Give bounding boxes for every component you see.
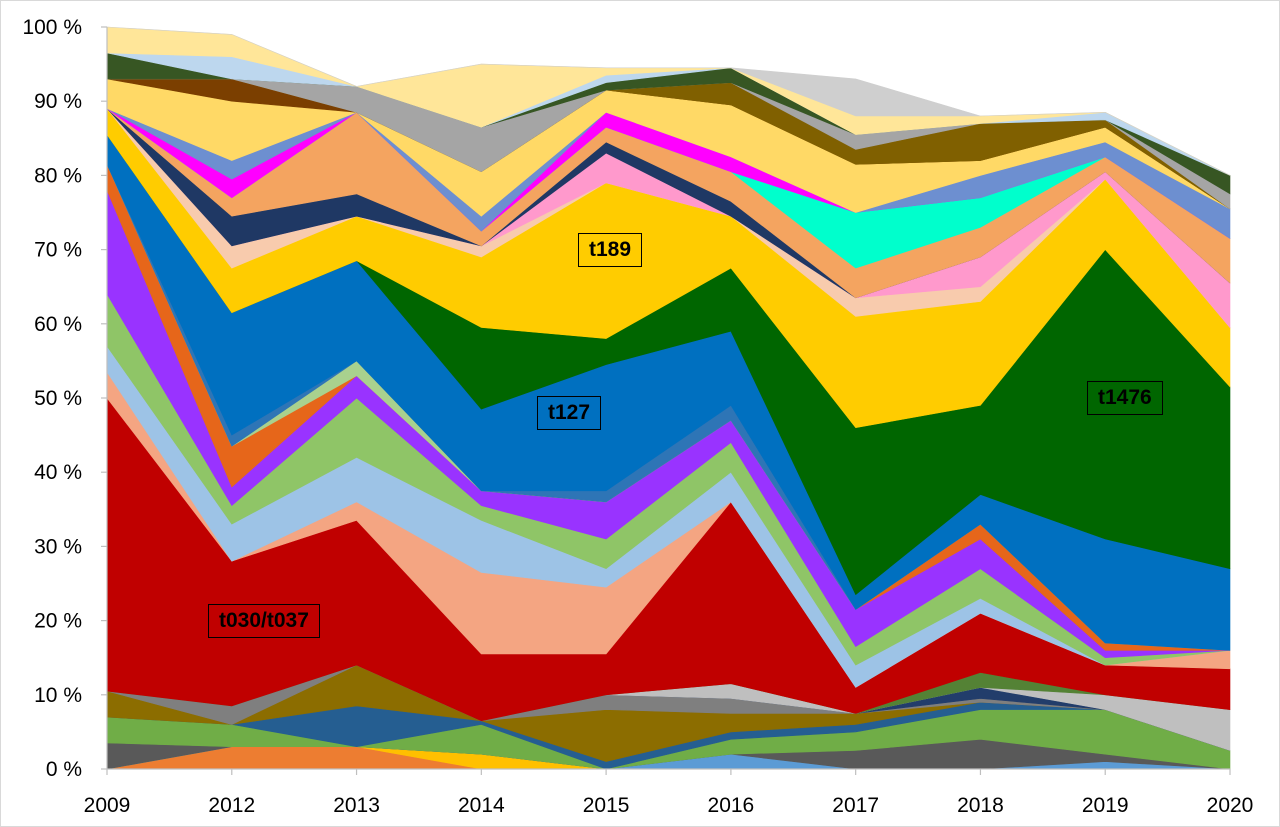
area-series-37 <box>106 26 1231 176</box>
y-tick-label: 10 % <box>34 684 82 707</box>
y-tick-label: 40 % <box>34 461 82 484</box>
y-tick-label: 50 % <box>34 387 82 410</box>
y-tick-label: 0 % <box>46 758 82 781</box>
y-tick-label: 30 % <box>34 535 82 558</box>
x-tick-label: 2016 <box>708 794 755 817</box>
x-tick-label: 2020 <box>1207 794 1254 817</box>
y-tick-label: 90 % <box>34 90 82 113</box>
x-tick-label: 2019 <box>1082 794 1129 817</box>
series-label-box: t127 <box>537 396 602 430</box>
y-tick-label: 100 % <box>22 16 82 39</box>
x-tick-label: 2018 <box>957 794 1004 817</box>
x-tick-label: 2009 <box>84 794 131 817</box>
x-tick-label: 2012 <box>208 794 255 817</box>
x-tick-label: 2017 <box>832 794 879 817</box>
axes-group: 0 % 10 % 20 % 30 % 40 % 50 % 60 % 70 % 80 % 90 % 1… <box>22 16 1253 817</box>
x-tick-label: 2014 <box>458 794 505 817</box>
y-tick-label: 70 % <box>34 239 82 262</box>
y-tick-label: 60 % <box>34 313 82 336</box>
series-label-box: t030/t037 <box>208 604 320 638</box>
y-tick-label: 20 % <box>34 610 82 633</box>
area-series-group <box>106 26 1231 770</box>
series-label-box: t189 <box>578 233 643 267</box>
x-tick-label: 2015 <box>583 794 630 817</box>
series-label-box: t1476 <box>1087 381 1163 415</box>
y-tick-label: 80 % <box>34 164 82 187</box>
x-tick-label: 2013 <box>333 794 380 817</box>
